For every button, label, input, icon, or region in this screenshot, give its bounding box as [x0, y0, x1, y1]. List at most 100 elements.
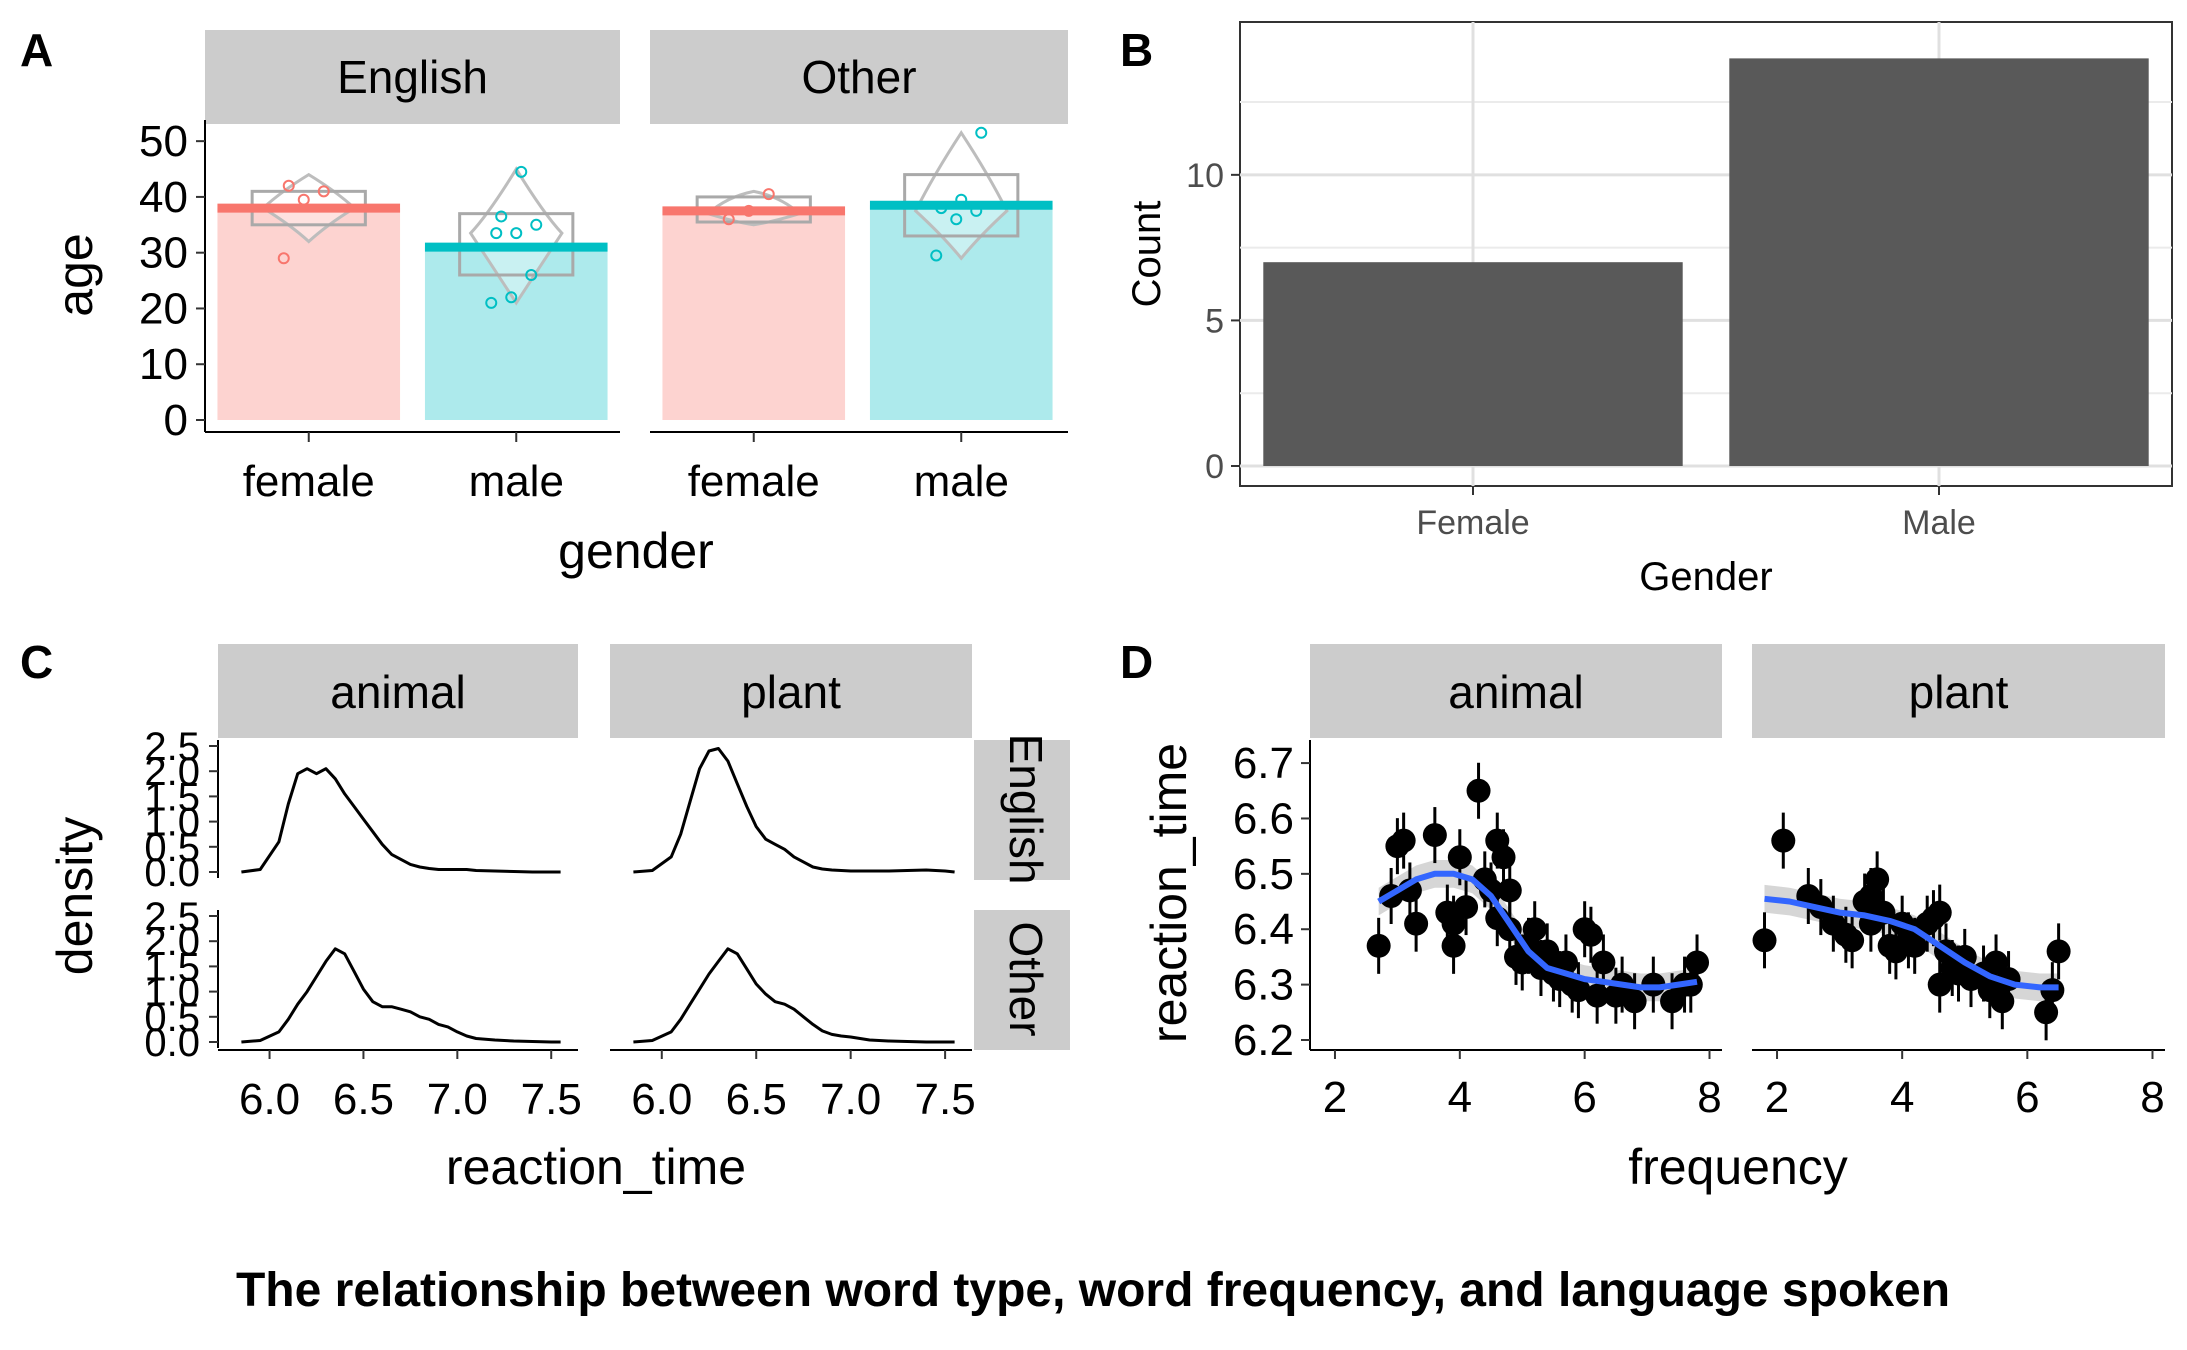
x-tick-label: Female [1416, 504, 1529, 542]
data-point [495, 210, 508, 223]
density-curve-english-plant [633, 747, 955, 874]
x-tick-label: 2 [1765, 1073, 1789, 1122]
bar-female [1263, 262, 1683, 466]
y-tick-label: 1.0 [144, 971, 200, 1015]
data-point [1865, 867, 1890, 892]
facet-strip-animal [1310, 644, 1722, 738]
x-tick-label: 7.0 [820, 1075, 881, 1124]
y-tick-label: 0.0 [144, 851, 200, 895]
y-axis-title: reaction_time [1141, 743, 1197, 1043]
facet-strip-other [650, 30, 1068, 124]
y-tick-label: 6.7 [1233, 739, 1294, 788]
data-point [1497, 878, 1522, 903]
data-point [530, 218, 543, 231]
panel-label-a: A [20, 24, 53, 76]
bar-male [1729, 58, 2149, 466]
y-tick-label: 6.5 [1233, 850, 1294, 899]
bar-other-male [869, 205, 1053, 420]
data-point [525, 269, 538, 281]
data-point [1447, 845, 1472, 870]
x-tick-label: 6.0 [239, 1075, 300, 1124]
y-axis-title: density [47, 817, 103, 975]
figure-title: The relationship between word type, word… [236, 1264, 1950, 1317]
facet-strip-english [205, 30, 620, 124]
x-tick-label: 7.5 [915, 1075, 976, 1124]
y-tick-label: 30 [139, 229, 188, 278]
facet-strip-english [974, 740, 1070, 880]
data-point [1566, 978, 1591, 1003]
facet-label-plant: plant [1909, 666, 2009, 718]
facet-strip-plant [1752, 644, 2165, 738]
x-tick-label: 4 [1448, 1073, 1472, 1122]
y-tick-label: 2.5 [144, 895, 200, 939]
data-point [1366, 933, 1391, 958]
y-tick-label: 1.0 [144, 801, 200, 845]
facet-label-other: Other [1000, 921, 1052, 1036]
y-tick-label: 40 [139, 173, 188, 222]
y-tick-label: 5 [1205, 302, 1224, 340]
y-tick-label: 0.5 [144, 826, 200, 870]
x-axis-title: gender [558, 523, 714, 579]
y-tick-label: 2.0 [144, 750, 200, 794]
x-tick-label: 6 [1572, 1073, 1596, 1122]
x-tick-label: 7.5 [521, 1075, 582, 1124]
x-tick-label: 6.5 [333, 1075, 394, 1124]
data-point [1391, 828, 1416, 853]
data-point [1454, 895, 1479, 920]
x-axis-title: reaction_time [446, 1139, 746, 1195]
data-point [485, 296, 498, 309]
smooth-line-animal [1377, 870, 1698, 991]
data-point [1840, 928, 1865, 953]
data-point [1622, 989, 1647, 1014]
y-tick-label: 20 [139, 284, 188, 333]
smooth-line-plant [1764, 895, 2059, 991]
y-tick-label: 1.5 [144, 775, 200, 819]
panel-b-gender-count: Female Male 0 5 10 Gender Count [1125, 21, 2173, 599]
x-tick-label: female [243, 457, 375, 506]
y-axis-title: Count [1125, 201, 1169, 308]
data-point [1685, 950, 1710, 975]
x-tick-label: 7.0 [427, 1075, 488, 1124]
data-point [950, 213, 963, 226]
data-point [975, 126, 988, 139]
facet-label-english: English [337, 51, 488, 103]
facet-label-animal: animal [330, 666, 466, 718]
data-point [515, 165, 528, 178]
facet-label-english: English [1000, 734, 1052, 885]
bar-other-female [662, 210, 846, 420]
x-tick-label: 6.5 [726, 1075, 787, 1124]
data-point [2034, 1000, 2059, 1025]
facet-label-animal: animal [1448, 666, 1584, 718]
data-point [1491, 845, 1516, 870]
data-point [317, 185, 330, 198]
x-tick-label: 6.0 [631, 1075, 692, 1124]
facet-strip-other [974, 910, 1070, 1050]
data-point [1404, 911, 1429, 936]
y-tick-label: 6.3 [1233, 961, 1294, 1010]
y-tick-label: 10 [139, 340, 188, 389]
facet-strip-plant [610, 644, 972, 738]
x-tick-label: 6 [2015, 1073, 2039, 1122]
data-point [1466, 778, 1491, 803]
y-tick-label: 1.5 [144, 945, 200, 989]
data-point [510, 227, 523, 240]
data-point [1927, 900, 1952, 925]
data-point [1591, 950, 1616, 975]
y-tick-label: 0.5 [144, 996, 200, 1040]
y-tick-label: 10 [1186, 157, 1224, 195]
data-point [1984, 950, 2009, 975]
data-point [2046, 939, 2071, 964]
x-tick-label: 8 [1697, 1073, 1721, 1122]
data-point [282, 179, 295, 192]
data-point [505, 291, 518, 304]
x-tick-label: 2 [1323, 1073, 1347, 1122]
x-tick-label: Male [1902, 504, 1976, 542]
x-tick-label: 4 [1890, 1073, 1914, 1122]
y-tick-label: 2.0 [144, 920, 200, 964]
y-tick-label: 6.6 [1233, 794, 1294, 843]
x-axis-title: Gender [1639, 555, 1772, 599]
panel-label-b: B [1120, 24, 1153, 76]
y-axis-title: age [47, 233, 103, 316]
density-curve-english-animal [241, 767, 561, 874]
data-point [1578, 922, 1603, 947]
